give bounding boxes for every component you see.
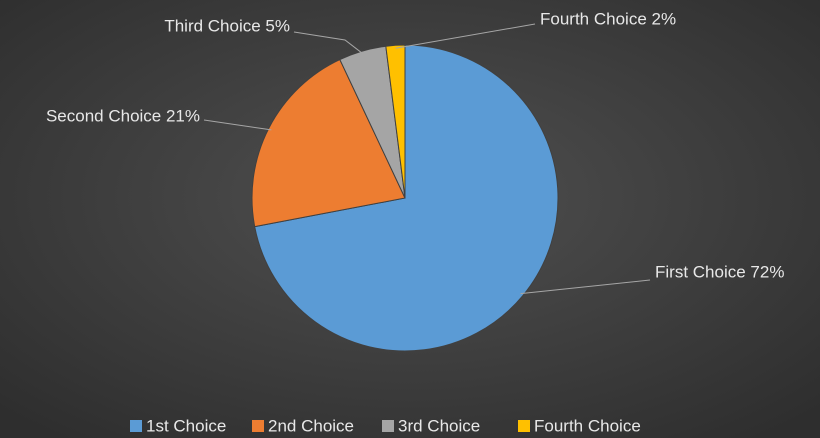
leader-line bbox=[293, 31, 364, 55]
data-label: Third Choice 5% bbox=[164, 16, 290, 35]
data-label: Fourth Choice 2% bbox=[540, 9, 676, 28]
pie-slice bbox=[254, 44, 559, 352]
legend-swatch bbox=[518, 420, 530, 432]
legend-swatch bbox=[130, 420, 142, 432]
pie-slice bbox=[251, 58, 406, 228]
legend-swatch bbox=[382, 420, 394, 432]
leader-line bbox=[395, 23, 536, 49]
legend-swatch bbox=[252, 420, 264, 432]
data-label: First Choice 72% bbox=[655, 262, 784, 281]
legend-label: 3rd Choice bbox=[398, 416, 480, 435]
legend-label: 1st Choice bbox=[146, 416, 226, 435]
pie-slice bbox=[385, 44, 406, 199]
leader-line bbox=[203, 119, 272, 131]
data-label: Second Choice 21% bbox=[46, 106, 200, 125]
legend-label: 2nd Choice bbox=[268, 416, 354, 435]
legend-label: Fourth Choice bbox=[534, 416, 641, 435]
leader-line bbox=[520, 279, 651, 295]
